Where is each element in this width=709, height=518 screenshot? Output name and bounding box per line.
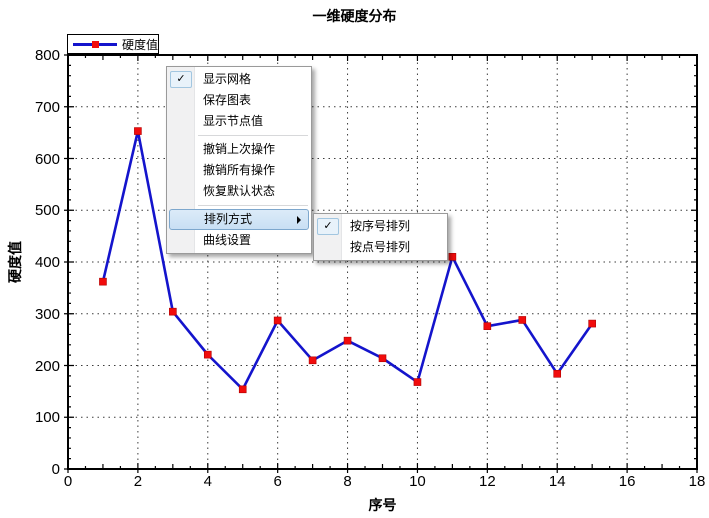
- data-point-marker[interactable]: [238, 385, 247, 394]
- menu-item-restore-default[interactable]: 恢复默认状态: [167, 181, 311, 202]
- data-point-marker[interactable]: [308, 356, 317, 365]
- xtick-label: 8: [343, 473, 352, 490]
- chart-title: 一维硬度分布: [312, 8, 397, 24]
- menu-item-label: 撤销所有操作: [203, 163, 276, 177]
- checkmark-icon: ✓: [317, 218, 339, 235]
- context-menu: ✓ 显示网格 保存图表 显示节点值 撤销上次操作 撤销所有操作 恢复默认状态 排…: [166, 66, 312, 254]
- submenu-item-sort-by-index[interactable]: ✓ 按序号排列: [314, 216, 447, 237]
- legend-line-sample-icon: [73, 35, 117, 53]
- xtick-label: 14: [548, 473, 566, 490]
- ytick-label: 200: [34, 357, 60, 375]
- menu-item-show-grid[interactable]: ✓ 显示网格: [167, 69, 311, 90]
- menu-item-label: 显示节点值: [203, 114, 264, 128]
- data-point-marker[interactable]: [553, 369, 562, 378]
- data-point-marker[interactable]: [203, 350, 212, 359]
- data-point-marker[interactable]: [518, 316, 527, 324]
- menu-item-label: 显示网格: [203, 72, 252, 86]
- data-point-marker[interactable]: [134, 127, 142, 135]
- menu-item-show-node-values[interactable]: 显示节点值: [167, 111, 311, 132]
- menu-item-label: 按点号排列: [350, 240, 411, 254]
- ytick-label: 100: [34, 409, 60, 427]
- ytick-label: 500: [34, 202, 60, 220]
- xtick-label: 2: [133, 473, 143, 490]
- data-point-marker[interactable]: [169, 307, 177, 316]
- ytick-label: 400: [34, 254, 60, 271]
- data-point-marker[interactable]: [588, 319, 596, 328]
- ytick-label: 300: [34, 305, 60, 323]
- menu-item-save-chart[interactable]: 保存图表: [167, 90, 311, 111]
- submenu-arrow-icon: [297, 216, 301, 224]
- xtick-label: 0: [63, 473, 73, 490]
- menu-item-sort-mode[interactable]: 排列方式: [169, 209, 309, 230]
- xtick-label: 6: [273, 473, 282, 490]
- ytick-label: 800: [34, 47, 60, 64]
- xtick-label: 16: [618, 473, 636, 490]
- y-axis-title: 硬度值: [7, 241, 23, 283]
- data-point-marker[interactable]: [378, 354, 387, 363]
- menu-separator: [198, 205, 308, 206]
- data-point-marker[interactable]: [99, 277, 107, 286]
- menu-item-undo-last[interactable]: 撤销上次操作: [167, 139, 311, 160]
- menu-item-label: 保存图表: [203, 93, 252, 107]
- submenu-item-sort-by-point[interactable]: 按点号排列: [314, 237, 447, 258]
- data-point-marker[interactable]: [483, 322, 492, 330]
- xtick-label: 12: [478, 473, 496, 490]
- menu-item-label: 撤销上次操作: [203, 142, 276, 156]
- menu-item-label: 排列方式: [204, 212, 253, 226]
- menu-item-label: 曲线设置: [203, 233, 252, 247]
- data-point-marker[interactable]: [273, 316, 282, 325]
- menu-separator: [198, 135, 308, 136]
- menu-item-label: 恢复默认状态: [203, 184, 276, 198]
- data-point-marker[interactable]: [343, 336, 352, 345]
- xtick-label: 4: [203, 473, 212, 490]
- menu-item-label: 按序号排列: [350, 219, 411, 233]
- menu-item-curve-settings[interactable]: 曲线设置: [167, 230, 311, 251]
- checkmark-icon: ✓: [170, 71, 192, 88]
- data-point-marker[interactable]: [448, 253, 457, 261]
- xtick-label: 10: [409, 473, 426, 490]
- menu-item-undo-all[interactable]: 撤销所有操作: [167, 160, 311, 181]
- data-point-marker[interactable]: [413, 378, 422, 386]
- xtick-label: 18: [688, 473, 706, 490]
- sort-mode-submenu: ✓ 按序号排列 按点号排列: [313, 213, 448, 261]
- ytick-label: 600: [34, 150, 60, 168]
- legend[interactable]: 硬度值: [67, 34, 159, 54]
- legend-label: 硬度值: [121, 37, 158, 52]
- x-axis-title: 序号: [368, 497, 397, 513]
- ytick-label: 700: [34, 98, 60, 116]
- ytick-label: 0: [51, 461, 60, 478]
